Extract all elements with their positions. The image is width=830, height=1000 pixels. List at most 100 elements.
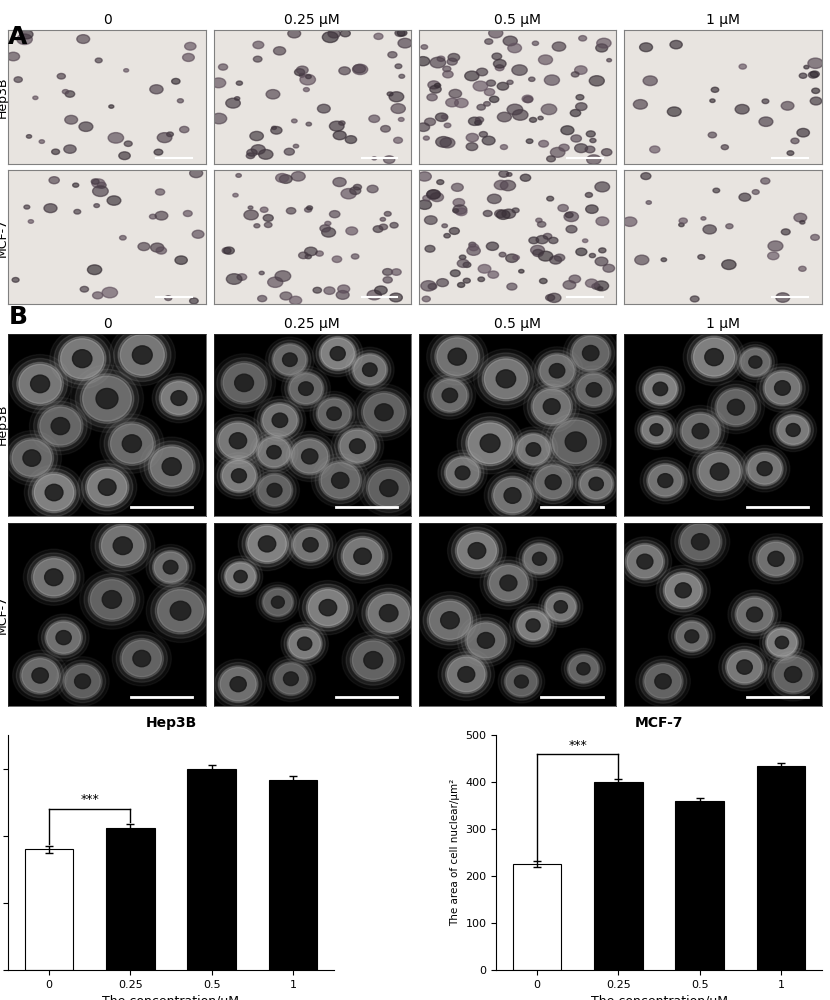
Circle shape: [781, 101, 794, 110]
Circle shape: [693, 447, 746, 496]
Circle shape: [585, 146, 595, 153]
Circle shape: [221, 459, 257, 493]
Circle shape: [680, 412, 721, 450]
Circle shape: [389, 92, 403, 102]
Circle shape: [109, 105, 114, 108]
Circle shape: [19, 364, 61, 403]
Circle shape: [304, 88, 310, 92]
Circle shape: [448, 348, 466, 365]
Circle shape: [51, 149, 60, 154]
Circle shape: [430, 57, 446, 68]
Circle shape: [636, 656, 691, 707]
Circle shape: [650, 146, 660, 153]
Circle shape: [223, 363, 265, 402]
Circle shape: [269, 340, 311, 379]
Circle shape: [427, 328, 488, 385]
Bar: [757, 766, 805, 970]
Circle shape: [30, 398, 91, 455]
Circle shape: [139, 437, 203, 496]
Circle shape: [746, 607, 763, 622]
Circle shape: [589, 76, 604, 86]
Circle shape: [451, 270, 460, 277]
Circle shape: [318, 399, 350, 429]
Circle shape: [152, 373, 206, 423]
Circle shape: [441, 612, 459, 629]
Circle shape: [151, 583, 210, 638]
Circle shape: [671, 618, 712, 655]
Circle shape: [485, 89, 495, 96]
Y-axis label: MCF-7: MCF-7: [0, 595, 9, 634]
Circle shape: [317, 104, 330, 113]
Title: 0.5 μM: 0.5 μM: [494, 13, 541, 27]
Circle shape: [682, 414, 719, 448]
Circle shape: [540, 355, 574, 387]
Circle shape: [33, 401, 87, 451]
Circle shape: [44, 204, 57, 213]
Circle shape: [132, 346, 152, 364]
Circle shape: [587, 155, 601, 164]
Circle shape: [398, 118, 404, 121]
Bar: [513, 864, 561, 970]
Circle shape: [90, 580, 134, 619]
Circle shape: [513, 607, 554, 644]
Circle shape: [267, 483, 282, 497]
Circle shape: [485, 359, 528, 399]
Circle shape: [479, 132, 487, 137]
Circle shape: [685, 630, 699, 643]
Circle shape: [422, 195, 431, 201]
Circle shape: [548, 293, 561, 302]
Circle shape: [315, 251, 324, 256]
Circle shape: [273, 662, 309, 696]
Circle shape: [463, 278, 471, 283]
Title: Hep3B: Hep3B: [145, 716, 197, 730]
Circle shape: [288, 29, 300, 38]
Circle shape: [761, 178, 770, 184]
Circle shape: [526, 139, 533, 143]
Circle shape: [254, 224, 260, 228]
Circle shape: [776, 414, 810, 446]
Circle shape: [155, 189, 164, 195]
Circle shape: [722, 646, 767, 688]
Circle shape: [39, 140, 45, 143]
Circle shape: [398, 38, 413, 48]
Circle shape: [533, 552, 547, 565]
Circle shape: [346, 227, 358, 235]
Circle shape: [366, 467, 411, 509]
Circle shape: [577, 663, 590, 675]
Circle shape: [390, 222, 398, 228]
Circle shape: [432, 379, 467, 411]
Circle shape: [281, 366, 330, 411]
Circle shape: [84, 574, 139, 625]
Circle shape: [358, 388, 411, 437]
Circle shape: [768, 241, 783, 251]
Circle shape: [435, 336, 480, 377]
Circle shape: [734, 342, 777, 382]
Circle shape: [272, 413, 288, 427]
Circle shape: [735, 596, 774, 633]
Circle shape: [478, 264, 491, 273]
Circle shape: [547, 156, 555, 162]
Circle shape: [58, 337, 106, 381]
Circle shape: [794, 213, 807, 222]
Circle shape: [340, 30, 350, 37]
Circle shape: [739, 64, 746, 69]
Circle shape: [24, 205, 30, 209]
Circle shape: [552, 42, 566, 51]
Circle shape: [549, 237, 558, 244]
Circle shape: [325, 221, 331, 226]
Circle shape: [728, 590, 781, 639]
Circle shape: [154, 552, 187, 582]
Circle shape: [62, 90, 69, 94]
Circle shape: [572, 369, 617, 411]
Title: MCF-7: MCF-7: [635, 716, 683, 730]
Circle shape: [372, 157, 377, 160]
Circle shape: [306, 122, 311, 126]
Circle shape: [637, 554, 653, 569]
Circle shape: [569, 275, 581, 283]
Circle shape: [272, 343, 308, 376]
Circle shape: [423, 595, 476, 645]
Circle shape: [506, 667, 537, 696]
Circle shape: [383, 156, 395, 163]
Circle shape: [466, 133, 478, 142]
Circle shape: [171, 391, 187, 405]
